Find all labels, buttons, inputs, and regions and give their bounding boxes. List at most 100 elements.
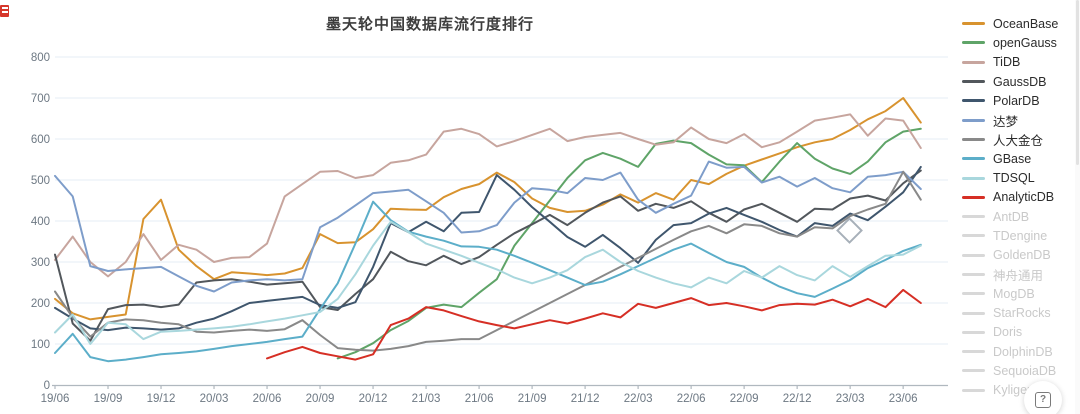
legend-swatch <box>962 292 985 296</box>
legend-label: DolphinDB <box>993 344 1053 359</box>
legend-swatch <box>962 22 985 26</box>
legend-swatch <box>962 60 985 64</box>
series-line-GBase[interactable] <box>54 200 922 363</box>
series-line-GaussDB[interactable] <box>54 169 922 342</box>
legend-swatch <box>962 157 985 161</box>
legend-item-TDengine[interactable]: TDengine <box>962 226 1074 245</box>
legend-label: TDSQL <box>993 171 1035 186</box>
legend-item-GoldenDB[interactable]: GoldenDB <box>962 246 1074 265</box>
chart-legend: OceanBase openGauss TiDB GaussDB PolarDB 达梦人大… <box>962 14 1074 400</box>
series-line-PolarDB[interactable] <box>54 165 922 332</box>
x-tick-label: 20/09 <box>306 393 335 405</box>
legend-label: AntDB <box>993 209 1030 224</box>
x-tick-label: 20/06 <box>253 393 282 405</box>
y-tick-label: 600 <box>31 134 50 146</box>
legend-item-OceanBase[interactable]: OceanBase <box>962 14 1074 33</box>
help-button[interactable]: ? <box>1024 381 1062 414</box>
legend-label: SequoiaDB <box>993 363 1057 378</box>
legend-item-AnalyticDB[interactable]: AnalyticDB <box>962 188 1074 207</box>
x-tick-label: 20/03 <box>200 393 229 405</box>
legend-swatch <box>962 330 985 334</box>
x-tick-label: 19/09 <box>94 393 123 405</box>
legend-label: TDengine <box>993 228 1048 243</box>
x-tick-label: 19/06 <box>41 393 70 405</box>
legend-swatch <box>962 350 985 354</box>
legend-item-AntDB[interactable]: AntDB <box>962 207 1074 226</box>
legend-label: PolarDB <box>993 93 1040 108</box>
legend-swatch <box>962 99 985 103</box>
legend-label: 人大金仓 <box>993 133 1044 148</box>
series-line-达梦[interactable] <box>54 160 922 293</box>
scrollbar-thumb[interactable] <box>1076 0 1079 165</box>
legend-label: MogDB <box>993 286 1035 301</box>
legend-item-神舟通用[interactable]: 神舟通用 <box>962 265 1074 284</box>
legend-swatch <box>962 311 985 315</box>
legend-label: 神舟通用 <box>993 269 1044 283</box>
legend-label: GaussDB <box>993 74 1047 89</box>
x-tick-label: 20/12 <box>359 393 388 405</box>
y-tick-label: 300 <box>31 257 50 269</box>
series-line-AnalyticDB[interactable] <box>266 288 922 361</box>
legend-swatch <box>962 176 985 180</box>
legend-item-SequoiaDB[interactable]: SequoiaDB <box>962 361 1074 380</box>
y-tick-label: 500 <box>31 175 50 187</box>
series-line-openGauss[interactable] <box>336 127 922 360</box>
x-tick-label: 21/09 <box>518 393 547 405</box>
x-tick-label: 22/03 <box>624 393 653 405</box>
legend-swatch <box>962 118 985 122</box>
series-line-人大金仓[interactable] <box>54 170 922 352</box>
legend-swatch <box>962 195 985 199</box>
legend-label: StarRocks <box>993 306 1051 321</box>
x-tick-label: 22/06 <box>677 393 706 405</box>
legend-item-TiDB[interactable]: TiDB <box>962 53 1074 72</box>
y-tick-label: 0 <box>44 380 50 392</box>
legend-label: openGauss <box>993 35 1057 50</box>
y-tick-label: 800 <box>31 52 50 64</box>
legend-item-DolphinDB[interactable]: DolphinDB <box>962 342 1074 361</box>
y-tick-label: 100 <box>31 339 50 351</box>
legend-swatch <box>962 137 985 141</box>
x-tick-label: 21/12 <box>571 393 600 405</box>
series-line-TiDB[interactable] <box>54 113 922 278</box>
legend-label: 达梦 <box>993 114 1019 129</box>
chart-title: 墨天轮中国数据库流行度排行 <box>325 16 535 33</box>
scrollbar[interactable] <box>1075 0 1080 414</box>
x-tick-label: 22/12 <box>783 393 812 405</box>
series-line-TDSQL[interactable] <box>54 220 922 345</box>
legend-item-Doris[interactable]: Doris <box>962 323 1074 342</box>
legend-swatch <box>962 273 985 276</box>
legend-swatch <box>962 80 985 84</box>
legend-label: GBase <box>993 151 1032 166</box>
legend-swatch <box>962 234 985 238</box>
legend-swatch <box>962 369 985 373</box>
x-tick-label: 19/12 <box>147 393 176 405</box>
legend-item-人大金仓[interactable]: 人大金仓 <box>962 130 1074 149</box>
y-tick-label: 400 <box>31 216 50 228</box>
legend-swatch <box>962 41 985 45</box>
legend-item-GBase[interactable]: GBase <box>962 149 1074 168</box>
x-tick-label: 22/09 <box>730 393 759 405</box>
legend-label: GoldenDB <box>993 248 1051 263</box>
legend-item-PolarDB[interactable]: PolarDB <box>962 91 1074 110</box>
legend-item-TDSQL[interactable]: TDSQL <box>962 168 1074 187</box>
legend-item-达梦[interactable]: 达梦 <box>962 110 1074 129</box>
x-tick-label: 23/06 <box>889 393 918 405</box>
legend-item-openGauss[interactable]: openGauss <box>962 33 1074 52</box>
legend-swatch <box>962 215 985 219</box>
series-line-OceanBase[interactable] <box>54 97 922 321</box>
legend-item-StarRocks[interactable]: StarRocks <box>962 303 1074 322</box>
x-tick-label: 21/06 <box>465 393 494 405</box>
x-tick-label: 21/03 <box>412 393 441 405</box>
legend-item-MogDB[interactable]: MogDB <box>962 284 1074 303</box>
help-icon: ? <box>1035 392 1051 408</box>
y-tick-label: 200 <box>31 298 50 310</box>
logo-fragment <box>0 5 9 17</box>
legend-item-GaussDB[interactable]: GaussDB <box>962 72 1074 91</box>
x-tick-label: 23/03 <box>836 393 865 405</box>
legend-label: OceanBase <box>993 16 1059 31</box>
y-tick-label: 700 <box>31 93 50 105</box>
legend-label: Doris <box>993 325 1023 340</box>
legend-label: TiDB <box>993 55 1021 70</box>
legend-swatch <box>962 388 985 392</box>
